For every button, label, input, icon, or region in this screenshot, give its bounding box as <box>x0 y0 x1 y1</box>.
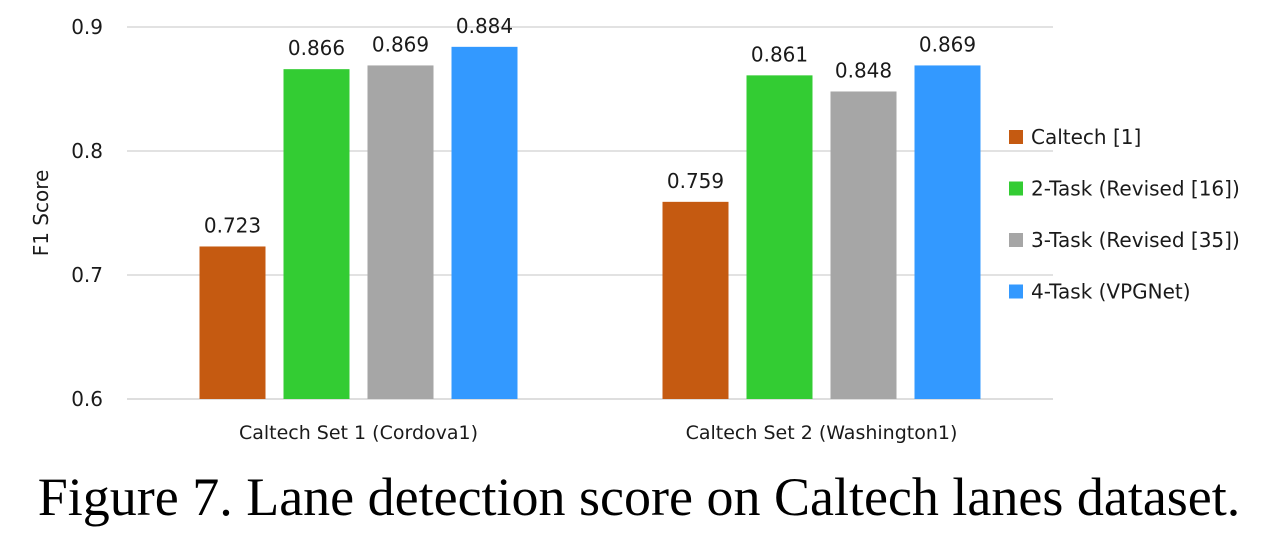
legend-label: 2-Task (Revised [16]) <box>1031 177 1240 201</box>
legend-swatch <box>1009 233 1023 247</box>
data-label: 0.869 <box>919 32 976 56</box>
category-label: Caltech Set 2 (Washington1) <box>686 422 958 444</box>
bar <box>451 46 518 400</box>
legend-label: 4-Task (VPGNet) <box>1031 280 1191 304</box>
bar <box>662 201 729 399</box>
bar <box>283 69 350 399</box>
data-label: 0.723 <box>204 213 261 237</box>
y-axis-ticks: 0.6 0.7 0.8 0.9 <box>71 15 103 411</box>
bar <box>367 65 434 399</box>
legend-swatch <box>1009 130 1023 144</box>
data-label: 0.869 <box>372 32 429 56</box>
data-label: 0.866 <box>288 36 345 60</box>
y-tick-label: 0.7 <box>71 263 103 287</box>
y-axis-title: F1 Score <box>29 170 53 257</box>
data-label: 0.861 <box>751 42 808 66</box>
figure-caption: Figure 7. Lane detection score on Caltec… <box>37 467 1241 527</box>
y-tick-label: 0.8 <box>71 139 103 163</box>
y-tick-label: 0.9 <box>71 15 103 39</box>
data-label: 0.759 <box>667 169 724 193</box>
bar <box>746 75 813 400</box>
data-labels: 0.723 0.866 0.869 0.884 0.759 0.861 0.848 0.869 <box>204 14 976 238</box>
bars <box>199 46 981 400</box>
legend-swatch <box>1009 181 1023 196</box>
data-label: 0.848 <box>835 58 892 82</box>
legend: Caltech [1] 2-Task (Revised [16]) 3-Task (… <box>1009 125 1240 304</box>
y-tick-label: 0.6 <box>71 387 103 411</box>
x-axis-categories: Caltech Set 1 (Cordova1) Caltech Set 2 (W… <box>239 422 957 444</box>
legend-label: 3-Task (Revised [35]) <box>1031 228 1240 252</box>
bar <box>830 91 897 399</box>
category-label: Caltech Set 1 (Cordova1) <box>239 422 478 444</box>
bar <box>914 65 981 399</box>
bar <box>199 246 266 399</box>
data-label: 0.884 <box>456 14 513 38</box>
legend-swatch <box>1009 284 1023 299</box>
legend-label: Caltech [1] <box>1031 125 1141 149</box>
gridlines <box>127 26 1053 400</box>
